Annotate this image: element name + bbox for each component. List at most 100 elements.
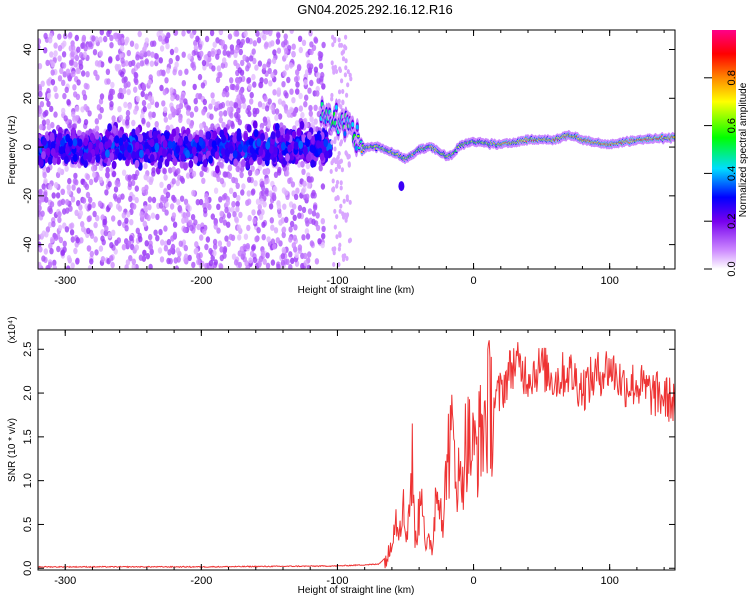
spectrogram-cell bbox=[209, 260, 213, 266]
spectrogram-cell bbox=[236, 39, 240, 45]
spectrogram-cell bbox=[247, 177, 251, 183]
spectrogram-cell bbox=[335, 157, 338, 162]
spectrogram-cell bbox=[83, 160, 88, 168]
spectrogram-cell bbox=[152, 197, 156, 203]
spectrogram-cell bbox=[40, 101, 44, 107]
spectrogram-cell bbox=[105, 172, 109, 178]
spectrogram-cell bbox=[153, 131, 158, 139]
spectrogram-cell bbox=[191, 190, 195, 196]
spectrogram-cell bbox=[178, 117, 182, 123]
spectrogram-cell bbox=[273, 146, 278, 154]
spectrogram-cell bbox=[57, 211, 61, 217]
spectrogram-cell bbox=[163, 174, 167, 180]
spectrogram-cell bbox=[268, 80, 272, 86]
spectrogram-cell bbox=[174, 257, 178, 263]
y-tick-label: 40 bbox=[22, 43, 34, 55]
spectrogram-cell bbox=[65, 199, 69, 205]
spectrogram-cell bbox=[309, 80, 313, 86]
spectrogram-cell bbox=[120, 71, 124, 77]
spectrogram-cell bbox=[116, 181, 120, 187]
spectrogram-cell bbox=[227, 120, 231, 126]
spectrogram-cell bbox=[38, 108, 42, 114]
spectrogram-cell bbox=[84, 119, 88, 125]
spectrogram-cell bbox=[154, 143, 159, 151]
spectrogram-cell bbox=[317, 238, 321, 244]
spectrogram-cell bbox=[247, 199, 251, 205]
spectrogram-cell bbox=[92, 172, 96, 178]
spectrogram-cell bbox=[235, 84, 239, 90]
spectrogram-cell bbox=[70, 51, 74, 57]
spectrogram-cell bbox=[114, 135, 119, 143]
spectrogram-cell bbox=[228, 33, 232, 39]
spectrogram-cell bbox=[73, 248, 77, 254]
spectrogram-cell bbox=[261, 222, 265, 228]
spectrogram-cell bbox=[234, 102, 238, 108]
spectrogram-cell bbox=[292, 203, 296, 209]
spectrogram-cell bbox=[50, 134, 55, 142]
spectrogram-cell bbox=[127, 104, 131, 110]
spectrogram-cell bbox=[338, 243, 341, 248]
spectrogram-cell bbox=[129, 219, 133, 225]
spectrogram-cell bbox=[199, 123, 203, 129]
spectrogram-cell bbox=[58, 45, 62, 51]
spectrogram-cell bbox=[67, 189, 71, 195]
spectrogram-cell bbox=[219, 28, 223, 34]
spectrogram-cell bbox=[93, 222, 97, 228]
spectrogram-cell bbox=[131, 60, 135, 66]
spectrogram-cell bbox=[236, 183, 240, 189]
spectrogram-cell bbox=[331, 42, 334, 47]
spectrogram-cell bbox=[142, 83, 146, 89]
spectrogram-cell bbox=[241, 159, 246, 167]
spectrogram-cell bbox=[157, 70, 161, 76]
spectrogram-cell bbox=[163, 140, 168, 148]
spectrogram-cell bbox=[177, 108, 181, 114]
spectrogram-cell bbox=[125, 37, 129, 43]
spectrogram-cell bbox=[208, 155, 213, 163]
spectrogram-cell bbox=[301, 169, 305, 175]
spectrogram-cell bbox=[240, 70, 244, 76]
y-tick-label: -20 bbox=[22, 188, 34, 204]
spectrogram-cell bbox=[53, 111, 57, 117]
spectrogram-cell bbox=[43, 47, 47, 53]
spectrogram-cell bbox=[65, 87, 69, 93]
spectrogram-cell bbox=[167, 153, 172, 161]
spectrogram-cell bbox=[110, 82, 114, 88]
spectrogram-cell bbox=[295, 81, 299, 87]
spectrogram-cell bbox=[234, 259, 238, 265]
spectrogram-cell bbox=[115, 65, 119, 71]
spectrogram-cell bbox=[150, 154, 155, 162]
spectrogram-cell bbox=[313, 105, 317, 111]
spectrogram-cell bbox=[251, 209, 255, 215]
spectrogram-cell bbox=[308, 177, 312, 183]
spectrogram-cell bbox=[135, 142, 140, 150]
spectrogram-cell bbox=[172, 197, 176, 203]
spectrogram-cell bbox=[263, 96, 267, 102]
spectrogram-cell bbox=[48, 156, 53, 164]
spectrogram-cell bbox=[278, 113, 282, 119]
spectrogram-cell bbox=[303, 253, 307, 259]
spectrogram-cell bbox=[170, 49, 174, 55]
spectrogram-cell bbox=[146, 253, 150, 259]
spectrogram-cell bbox=[188, 133, 193, 141]
spectrogram-cell bbox=[205, 36, 209, 42]
spectrogram-cell bbox=[261, 184, 265, 190]
spectrogram-cell bbox=[136, 62, 140, 68]
spectrogram-cell bbox=[53, 265, 57, 271]
spectrogram-cell bbox=[281, 41, 285, 47]
spectrogram-cell bbox=[67, 255, 71, 261]
spectrogram-cell bbox=[163, 107, 167, 113]
spectrogram-cell bbox=[321, 42, 325, 48]
spectrogram-cell bbox=[109, 242, 113, 248]
spectrogram-cell bbox=[198, 154, 203, 162]
x-tick-label: 0 bbox=[470, 275, 476, 287]
spectrogram-cell bbox=[173, 222, 177, 228]
spectrogram-cell bbox=[175, 145, 180, 153]
spectrogram-cell bbox=[228, 164, 232, 170]
spectrogram-cell bbox=[109, 152, 114, 160]
spectrogram-cell bbox=[142, 100, 146, 106]
spectrogram-cell bbox=[148, 234, 152, 240]
spectrogram-cell bbox=[53, 50, 57, 56]
spectrogram-cell bbox=[285, 64, 289, 70]
spectrogram-cell bbox=[179, 241, 183, 247]
spectrogram-cell bbox=[305, 194, 309, 200]
